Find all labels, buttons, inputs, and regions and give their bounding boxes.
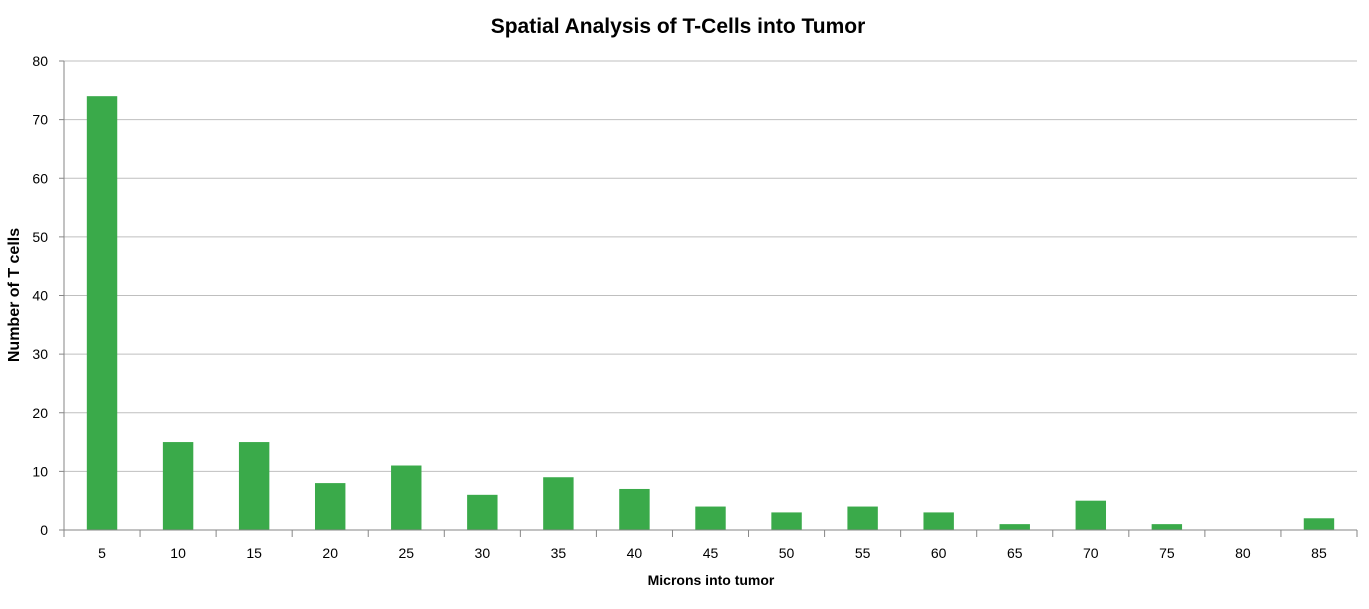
x-tick-label: 15 <box>246 545 262 561</box>
bar-75 <box>1151 524 1183 530</box>
bar-55 <box>847 506 878 530</box>
y-tick-label: 60 <box>32 170 48 186</box>
bar-60 <box>923 512 954 530</box>
x-tick-label: 30 <box>475 545 491 561</box>
x-tick-label: 25 <box>398 545 414 561</box>
x-tick-label: 20 <box>322 545 338 561</box>
chart-title: Spatial Analysis of T-Cells into Tumor <box>491 15 866 38</box>
x-axis-title: Microns into tumor <box>648 572 775 588</box>
y-tick-label: 20 <box>32 405 48 421</box>
bar-20 <box>314 483 346 530</box>
bar-5 <box>86 96 118 531</box>
bar-85 <box>1303 518 1335 530</box>
y-tick-label: 10 <box>32 463 48 479</box>
x-tick-label: 60 <box>931 545 947 561</box>
x-tick-label: 85 <box>1311 545 1327 561</box>
bar-65 <box>999 524 1030 530</box>
x-tick-label: 40 <box>627 545 643 561</box>
x-tick-label: 45 <box>703 545 719 561</box>
x-tick-label: 5 <box>98 545 106 561</box>
y-tick-label: 30 <box>32 346 48 362</box>
bar-35 <box>543 477 574 530</box>
x-tick-label: 10 <box>170 545 186 561</box>
y-tick-label: 80 <box>32 53 48 69</box>
y-tick-label: 70 <box>32 112 48 128</box>
bar-10 <box>162 442 194 530</box>
bar-50 <box>771 512 802 530</box>
bar-70 <box>1075 500 1107 530</box>
x-tick-label: 80 <box>1235 545 1251 561</box>
x-tick-label: 75 <box>1159 545 1175 561</box>
y-tick-labels: 0 10 20 30 40 50 60 70 80 <box>32 53 48 538</box>
bars <box>86 96 1335 531</box>
axes <box>59 60 1358 537</box>
bar-30 <box>467 494 498 530</box>
x-tick-label: 35 <box>551 545 567 561</box>
bar-25 <box>391 465 422 530</box>
x-tick-label: 70 <box>1083 545 1099 561</box>
x-tick-label: 50 <box>779 545 795 561</box>
bar-45 <box>695 506 726 530</box>
y-tick-label: 50 <box>32 229 48 245</box>
x-tick-label: 65 <box>1007 545 1023 561</box>
bar-15 <box>238 442 270 530</box>
bar-40 <box>619 488 650 530</box>
y-axis-title: Number of T cells <box>6 228 23 362</box>
gridlines <box>64 60 1357 472</box>
y-tick-label: 0 <box>40 522 48 538</box>
x-tick-label: 55 <box>855 545 871 561</box>
y-tick-label: 40 <box>32 288 48 304</box>
x-tick-labels: 5 10 15 20 25 30 35 40 45 50 55 60 65 70 75 80 85 <box>98 545 1327 561</box>
